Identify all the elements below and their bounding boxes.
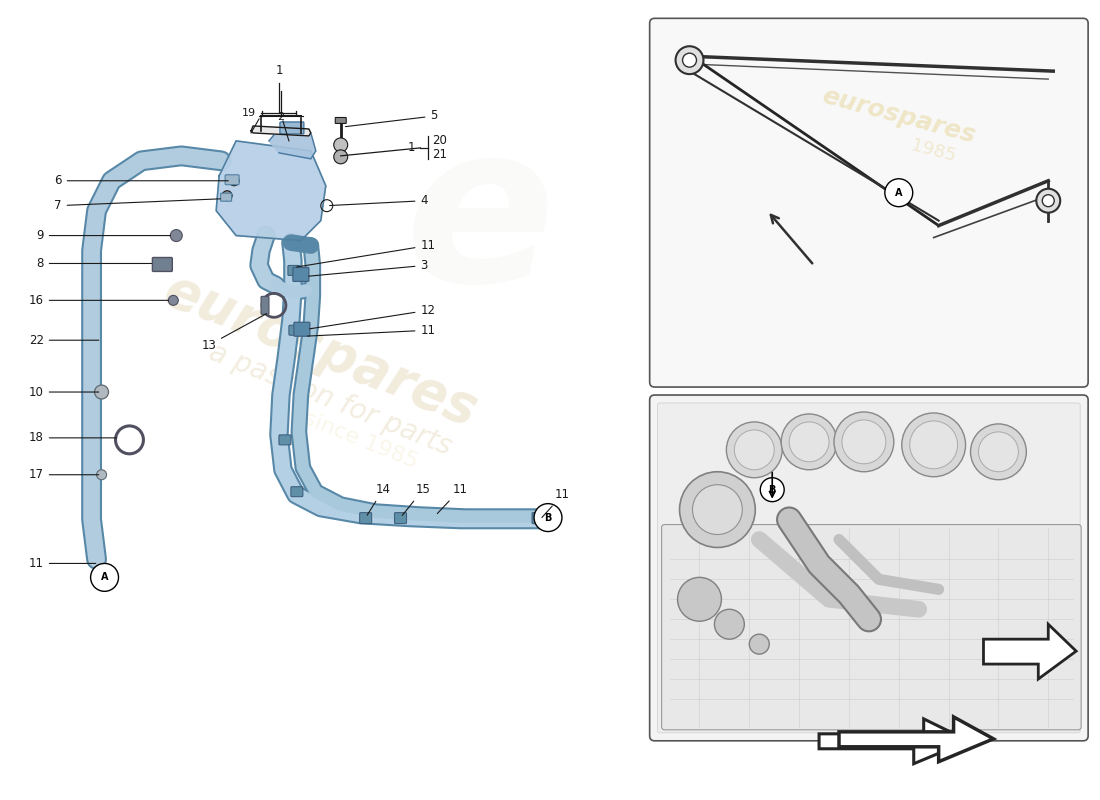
Circle shape xyxy=(760,478,784,502)
Text: 11: 11 xyxy=(308,324,436,337)
Circle shape xyxy=(789,422,829,462)
Circle shape xyxy=(749,634,769,654)
FancyBboxPatch shape xyxy=(289,326,301,335)
FancyBboxPatch shape xyxy=(532,513,544,523)
Text: 5: 5 xyxy=(345,110,438,126)
Text: eurospares: eurospares xyxy=(820,84,978,148)
Circle shape xyxy=(781,414,837,470)
Text: since 1985: since 1985 xyxy=(300,408,421,472)
FancyBboxPatch shape xyxy=(661,525,1081,730)
Text: eurospares: eurospares xyxy=(156,264,485,437)
Text: B: B xyxy=(544,513,552,522)
FancyBboxPatch shape xyxy=(226,174,239,185)
Text: 18: 18 xyxy=(29,431,117,444)
Text: 21: 21 xyxy=(432,148,448,162)
Text: 11: 11 xyxy=(438,483,468,514)
Polygon shape xyxy=(839,717,993,762)
Text: 3: 3 xyxy=(309,259,428,276)
Circle shape xyxy=(970,424,1026,480)
Text: 10: 10 xyxy=(29,386,99,398)
FancyBboxPatch shape xyxy=(293,267,309,282)
FancyBboxPatch shape xyxy=(221,194,232,201)
Text: 4: 4 xyxy=(330,194,428,207)
Circle shape xyxy=(680,472,756,547)
Circle shape xyxy=(229,176,239,186)
Text: e: e xyxy=(405,114,556,328)
Text: 2: 2 xyxy=(277,112,285,122)
Circle shape xyxy=(902,413,966,477)
Polygon shape xyxy=(820,719,968,764)
Text: 7: 7 xyxy=(54,199,220,212)
Text: 15: 15 xyxy=(403,483,430,515)
Text: eurospares: eurospares xyxy=(807,545,949,594)
Text: 11: 11 xyxy=(29,557,96,570)
Circle shape xyxy=(222,190,232,201)
FancyBboxPatch shape xyxy=(294,322,310,336)
Circle shape xyxy=(910,421,958,469)
FancyBboxPatch shape xyxy=(279,435,290,445)
Text: 9: 9 xyxy=(36,229,170,242)
Text: 11: 11 xyxy=(542,488,570,518)
Circle shape xyxy=(1036,189,1060,213)
Circle shape xyxy=(714,610,745,639)
FancyBboxPatch shape xyxy=(650,18,1088,387)
FancyBboxPatch shape xyxy=(658,403,1080,733)
Circle shape xyxy=(842,420,886,464)
FancyBboxPatch shape xyxy=(650,395,1088,741)
Text: 12: 12 xyxy=(309,304,436,329)
Text: 20: 20 xyxy=(432,134,448,147)
Circle shape xyxy=(884,178,913,206)
Text: B: B xyxy=(769,485,776,494)
Polygon shape xyxy=(983,624,1076,679)
Text: A: A xyxy=(101,572,108,582)
FancyBboxPatch shape xyxy=(288,266,300,275)
Text: 11: 11 xyxy=(297,239,436,267)
Circle shape xyxy=(726,422,782,478)
Circle shape xyxy=(675,46,704,74)
Circle shape xyxy=(834,412,894,472)
Text: 17: 17 xyxy=(29,468,99,482)
Text: 6: 6 xyxy=(54,174,229,187)
FancyBboxPatch shape xyxy=(261,296,270,314)
Circle shape xyxy=(168,295,178,306)
Circle shape xyxy=(979,432,1019,472)
Text: 8: 8 xyxy=(36,257,152,270)
Polygon shape xyxy=(270,129,316,159)
Circle shape xyxy=(97,470,107,480)
FancyBboxPatch shape xyxy=(279,122,304,134)
Circle shape xyxy=(170,230,183,242)
Circle shape xyxy=(333,150,348,164)
Text: 16: 16 xyxy=(29,294,168,307)
Circle shape xyxy=(678,578,722,622)
Circle shape xyxy=(1043,194,1054,206)
Text: 13: 13 xyxy=(201,314,266,352)
FancyArrowPatch shape xyxy=(771,215,812,263)
Text: 1985: 1985 xyxy=(910,136,958,166)
Text: 19: 19 xyxy=(242,108,256,118)
Circle shape xyxy=(693,485,742,534)
Text: 1: 1 xyxy=(408,142,416,154)
Text: 14: 14 xyxy=(367,483,390,515)
FancyBboxPatch shape xyxy=(153,258,173,271)
Circle shape xyxy=(682,54,696,67)
FancyBboxPatch shape xyxy=(336,118,346,123)
FancyBboxPatch shape xyxy=(395,513,407,523)
Circle shape xyxy=(333,138,348,152)
FancyBboxPatch shape xyxy=(360,513,372,523)
Polygon shape xyxy=(251,126,311,136)
Polygon shape xyxy=(217,141,326,241)
Text: A: A xyxy=(895,188,902,198)
Circle shape xyxy=(95,385,109,399)
Circle shape xyxy=(735,430,774,470)
Text: 22: 22 xyxy=(29,334,99,346)
FancyBboxPatch shape xyxy=(290,486,303,497)
Text: 1: 1 xyxy=(275,64,283,77)
Text: a passion for parts: a passion for parts xyxy=(206,338,456,462)
Circle shape xyxy=(535,504,562,531)
Circle shape xyxy=(90,563,119,591)
